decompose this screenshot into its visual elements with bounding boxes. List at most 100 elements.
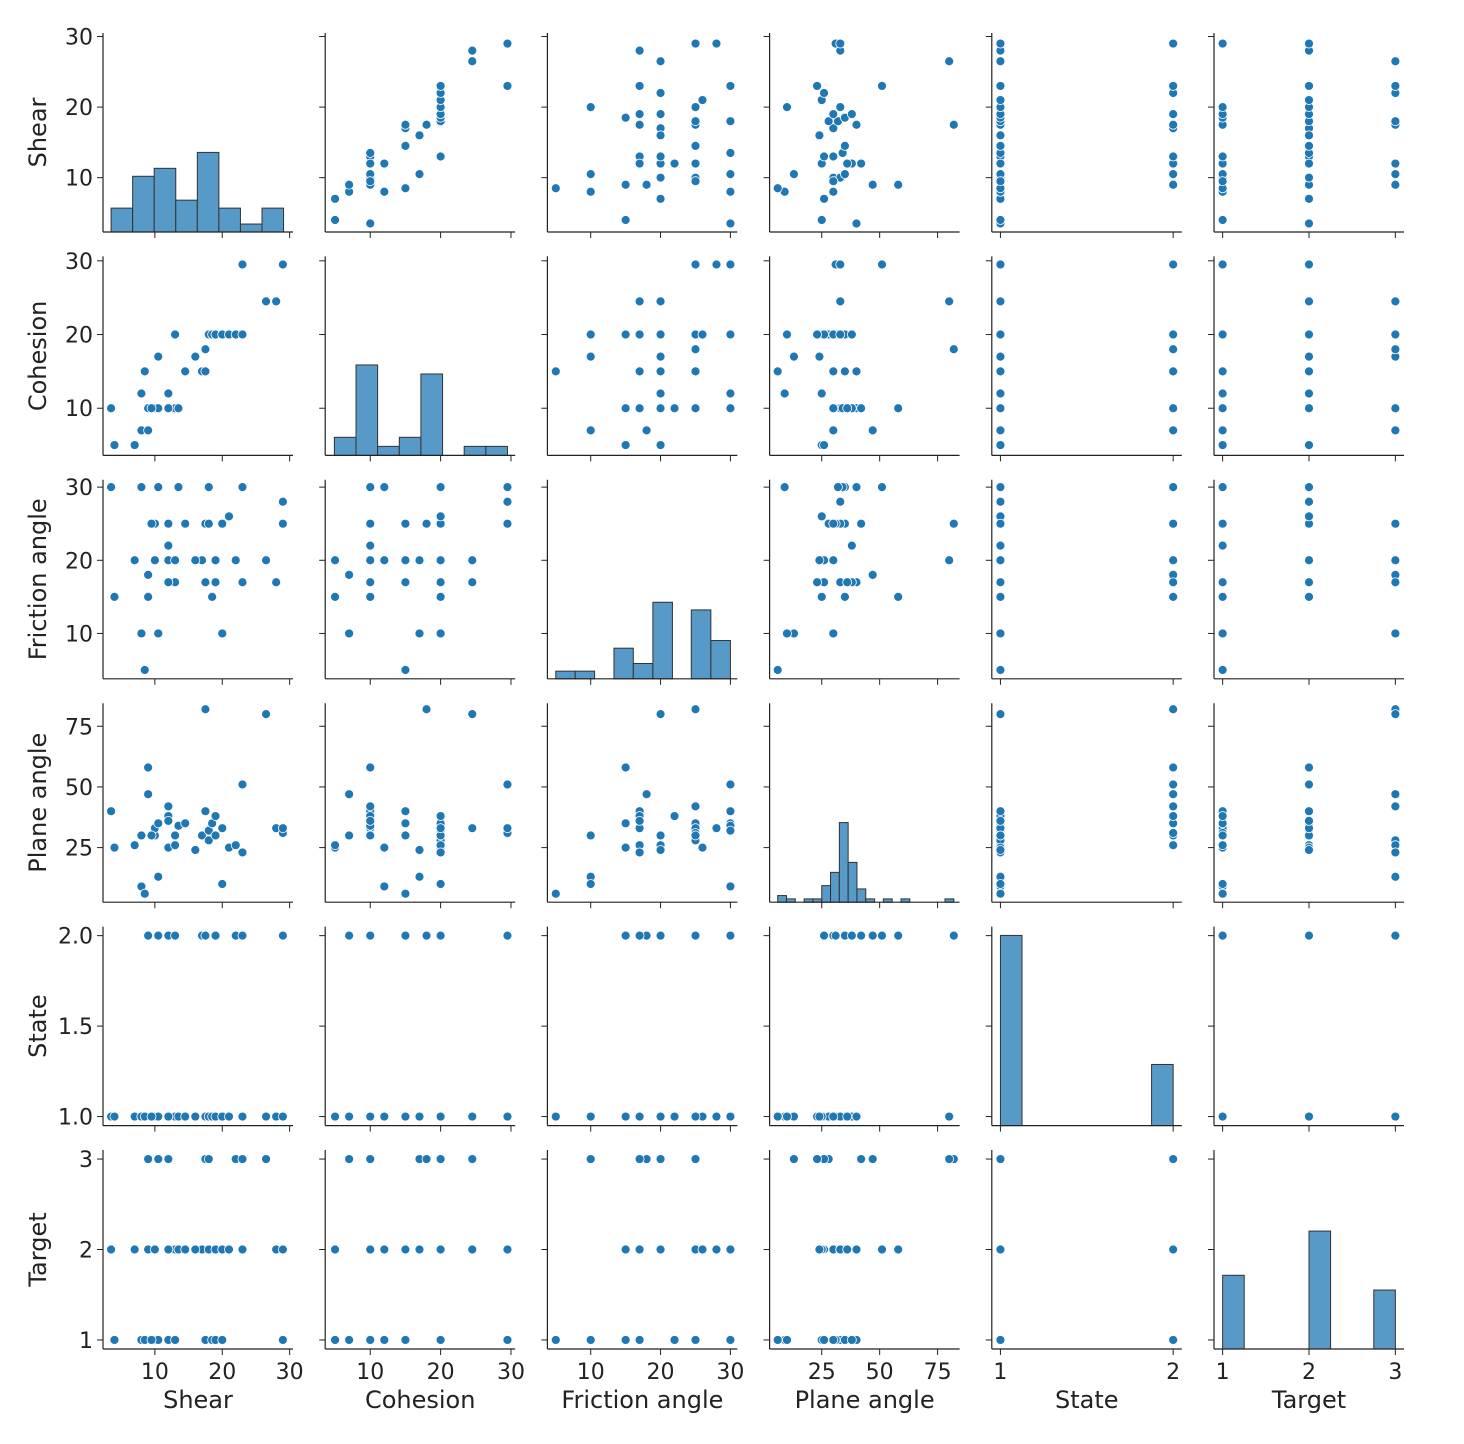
scatter-point [995,555,1006,566]
scatter-point [725,329,736,340]
scatter-point [842,1111,853,1122]
scatter-point [200,930,211,941]
scatter-point [1390,628,1401,639]
hist-bar [690,609,712,680]
hist-bar [261,207,285,233]
scatter-point [1217,403,1228,414]
scatter-point [725,259,736,270]
scatter-point [711,259,722,270]
scatter-point [200,366,211,377]
scatter-point [846,930,857,941]
scatter-point [502,779,513,790]
scatter-point [1217,930,1228,941]
scatter-point [655,351,666,362]
scatter-point [365,176,376,187]
scatter-point [634,45,645,56]
scatter-point [379,186,390,197]
scatter-point [237,259,248,270]
scatter-point [1304,591,1314,602]
scatter-point [995,440,1006,450]
scatter-point [690,176,701,187]
x-tick-label: 10 [141,1360,169,1385]
scatter-point [414,628,425,639]
scatter-point [237,1244,248,1255]
scatter-point [620,440,631,450]
scatter-point [344,1154,355,1164]
scatter-point [1217,888,1228,899]
scatter-point [435,930,446,941]
scatter-point [655,172,666,183]
scatter-point [365,577,376,588]
scatter-point [1168,518,1179,529]
scatter-point [585,1335,596,1345]
scatter-point [725,1111,736,1122]
scatter-point [210,577,221,588]
x-tick-label: 50 [866,1360,894,1385]
scatter-point [106,403,116,414]
scatter-point [655,151,666,162]
scatter-point [655,109,666,120]
scatter-point [400,577,411,588]
scatter-point [995,845,1006,855]
scatter-point [435,591,446,602]
scatter-point [816,388,827,399]
scatter-point [1168,811,1179,821]
scatter-point [502,823,513,834]
scatter-point [550,366,561,377]
scatter-point [995,591,1006,602]
scatter-point [261,555,271,566]
scatter-point [725,81,736,91]
scatter-point [203,835,214,846]
x-axis-label: State [1055,1386,1119,1414]
hist-bar [652,601,673,680]
scatter-point [1168,1154,1179,1164]
scatter-point [846,540,857,551]
scatter-point [814,555,825,566]
scatter-point [1168,828,1179,838]
scatter-point [634,296,645,307]
scatter-point [585,1111,596,1122]
scatter-point [379,842,390,853]
scatter-point [995,806,1006,817]
x-tick-label: 30 [276,1360,304,1385]
scatter-point [139,665,150,675]
scatter-point [200,577,211,588]
scatter-point [835,102,846,112]
scatter-point [170,1335,180,1345]
scatter-point [180,518,191,529]
scatter-point [400,555,411,566]
scatter-point [163,403,174,414]
scatter-point [812,577,822,588]
scatter-point [697,842,708,853]
scatter-point [655,1244,666,1255]
scatter-point [995,130,1006,141]
scatter-point [1390,847,1401,858]
scatter-point [725,881,736,892]
scatter-point [190,351,201,362]
x-tick-label: 10 [356,1360,384,1385]
scatter-point [163,540,174,551]
scatter-point [180,1244,191,1255]
scatter-point [690,366,701,377]
scatter-point [1304,482,1314,493]
scatter-point [1304,351,1314,362]
scatter-point [995,158,1006,169]
scatter-point [400,1111,411,1122]
scatter-point [173,482,184,493]
scatter-point [634,158,645,169]
hist-bar [999,934,1023,1127]
scatter-point [400,518,411,529]
scatter-point [711,38,722,49]
scatter-point [585,351,596,362]
scatter-point [995,540,1006,551]
scatter-point [502,1335,513,1345]
hist-bar [1222,1274,1245,1350]
scatter-point [1304,366,1314,377]
scatter-point [207,591,218,602]
scatter-point [835,296,846,307]
scatter-point [190,555,201,566]
scatter-point [379,158,390,169]
scatter-point [277,823,288,834]
scatter-point [782,1111,792,1122]
scatter-point [690,1111,701,1122]
